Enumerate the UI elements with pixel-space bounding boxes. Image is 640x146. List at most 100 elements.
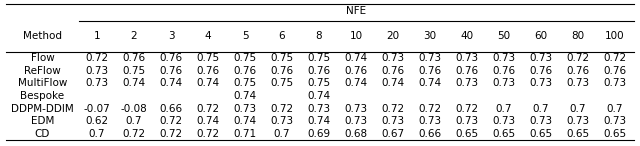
Text: 0.66: 0.66	[159, 104, 182, 114]
Text: 0.73: 0.73	[529, 53, 553, 63]
Text: 0.73: 0.73	[234, 104, 257, 114]
Text: 0.62: 0.62	[86, 116, 109, 126]
Text: 0.76: 0.76	[566, 66, 589, 75]
Text: 0.76: 0.76	[381, 66, 404, 75]
Text: 0.75: 0.75	[234, 78, 257, 88]
Text: 0.74: 0.74	[307, 91, 331, 101]
Text: 60: 60	[534, 31, 548, 41]
Text: 0.66: 0.66	[419, 129, 442, 139]
Text: 0.74: 0.74	[234, 91, 257, 101]
Text: 0.75: 0.75	[234, 53, 257, 63]
Text: 0.73: 0.73	[566, 116, 589, 126]
Text: 80: 80	[572, 31, 585, 41]
Text: 0.76: 0.76	[604, 66, 627, 75]
Text: 0.72: 0.72	[196, 129, 220, 139]
Text: 0.73: 0.73	[493, 78, 516, 88]
Text: 0.72: 0.72	[271, 104, 294, 114]
Text: 0.73: 0.73	[86, 66, 109, 75]
Text: -0.07: -0.07	[84, 104, 111, 114]
Text: 0.76: 0.76	[307, 66, 331, 75]
Text: 0.75: 0.75	[122, 66, 145, 75]
Text: 0.72: 0.72	[159, 129, 182, 139]
Text: 0.72: 0.72	[86, 53, 109, 63]
Text: 100: 100	[605, 31, 625, 41]
Text: 0.7: 0.7	[570, 104, 586, 114]
Text: 0.67: 0.67	[381, 129, 404, 139]
Text: 0.72: 0.72	[122, 129, 145, 139]
Text: 0.73: 0.73	[307, 104, 331, 114]
Text: 50: 50	[497, 31, 511, 41]
Text: 6: 6	[279, 31, 285, 41]
Text: 0.74: 0.74	[234, 116, 257, 126]
Text: 0.72: 0.72	[604, 53, 627, 63]
Text: 3: 3	[168, 31, 174, 41]
Text: 0.76: 0.76	[456, 66, 479, 75]
Text: 0.75: 0.75	[271, 53, 294, 63]
Text: -0.08: -0.08	[121, 104, 147, 114]
Text: 0.73: 0.73	[271, 116, 294, 126]
Text: 10: 10	[349, 31, 363, 41]
Text: 0.75: 0.75	[196, 53, 220, 63]
Text: Flow: Flow	[31, 53, 54, 63]
Text: ReFlow: ReFlow	[24, 66, 61, 75]
Text: 0.73: 0.73	[419, 116, 442, 126]
Text: 0.65: 0.65	[493, 129, 516, 139]
Text: 0.73: 0.73	[381, 116, 404, 126]
Text: 30: 30	[424, 31, 436, 41]
Text: 0.72: 0.72	[381, 104, 404, 114]
Text: 0.73: 0.73	[493, 53, 516, 63]
Text: 0.76: 0.76	[196, 66, 220, 75]
Text: 8: 8	[316, 31, 323, 41]
Text: 0.75: 0.75	[307, 78, 331, 88]
Text: 0.73: 0.73	[604, 116, 627, 126]
Text: 0.72: 0.72	[419, 104, 442, 114]
Text: 0.73: 0.73	[419, 53, 442, 63]
Text: 0.74: 0.74	[344, 53, 367, 63]
Text: 1: 1	[93, 31, 100, 41]
Text: 0.65: 0.65	[456, 129, 479, 139]
Text: 0.7: 0.7	[89, 129, 106, 139]
Text: 0.7: 0.7	[126, 116, 142, 126]
Text: 0.75: 0.75	[271, 78, 294, 88]
Text: 0.73: 0.73	[604, 78, 627, 88]
Text: 0.74: 0.74	[419, 78, 442, 88]
Text: 0.73: 0.73	[529, 78, 553, 88]
Text: NFE: NFE	[346, 6, 366, 16]
Text: 4: 4	[205, 31, 211, 41]
Text: 0.74: 0.74	[381, 78, 404, 88]
Text: Method: Method	[23, 31, 62, 41]
Text: Bespoke: Bespoke	[20, 91, 65, 101]
Text: 0.73: 0.73	[493, 116, 516, 126]
Text: 0.72: 0.72	[159, 116, 182, 126]
Text: EDM: EDM	[31, 116, 54, 126]
Text: 0.73: 0.73	[344, 116, 367, 126]
Text: CD: CD	[35, 129, 50, 139]
Text: 0.65: 0.65	[529, 129, 553, 139]
Text: 0.73: 0.73	[86, 78, 109, 88]
Text: 0.76: 0.76	[344, 66, 367, 75]
Text: 0.74: 0.74	[122, 78, 145, 88]
Text: 0.76: 0.76	[159, 66, 182, 75]
Text: 0.76: 0.76	[493, 66, 516, 75]
Text: 5: 5	[242, 31, 248, 41]
Text: 0.68: 0.68	[344, 129, 367, 139]
Text: 20: 20	[387, 31, 399, 41]
Text: 0.72: 0.72	[456, 104, 479, 114]
Text: 0.7: 0.7	[274, 129, 291, 139]
Text: 0.7: 0.7	[607, 104, 623, 114]
Text: DDPM-DDIM: DDPM-DDIM	[11, 104, 74, 114]
Text: 0.74: 0.74	[196, 78, 220, 88]
Text: 0.73: 0.73	[529, 116, 553, 126]
Text: 0.74: 0.74	[159, 78, 182, 88]
Text: 0.74: 0.74	[344, 78, 367, 88]
Text: 0.74: 0.74	[307, 116, 331, 126]
Text: 0.76: 0.76	[122, 53, 145, 63]
Text: 0.73: 0.73	[344, 104, 367, 114]
Text: 2: 2	[131, 31, 138, 41]
Text: 0.7: 0.7	[533, 104, 549, 114]
Text: 0.65: 0.65	[604, 129, 627, 139]
Text: MultiFlow: MultiFlow	[18, 78, 67, 88]
Text: 0.75: 0.75	[307, 53, 331, 63]
Text: 0.73: 0.73	[566, 78, 589, 88]
Text: 0.7: 0.7	[496, 104, 513, 114]
